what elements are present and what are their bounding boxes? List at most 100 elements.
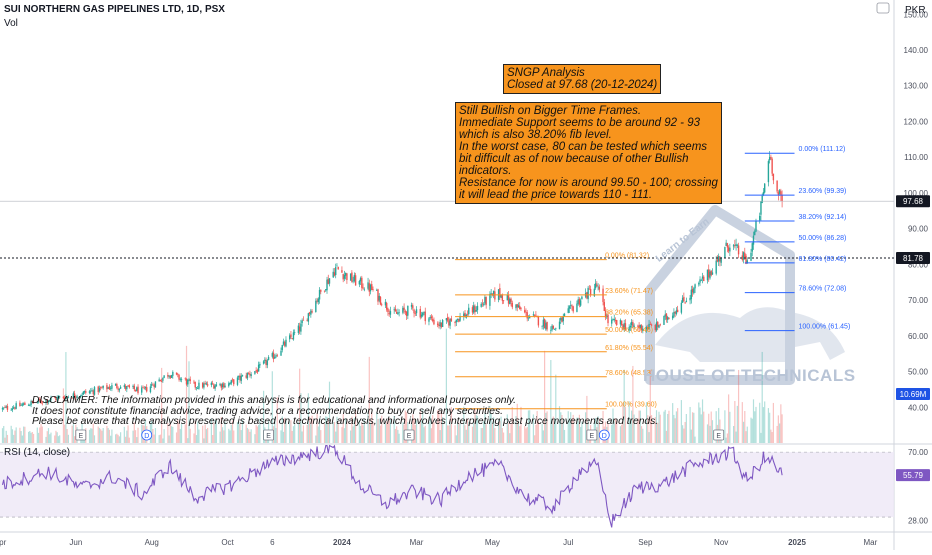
candle-body <box>482 304 485 306</box>
volume-bar <box>433 422 435 443</box>
volume-bar <box>193 433 195 443</box>
candle-body <box>280 350 282 356</box>
candle-body <box>146 387 148 392</box>
volume-bar <box>318 417 321 443</box>
candle-body <box>274 356 276 359</box>
volume-bar <box>194 421 196 443</box>
volume-indicator-label[interactable]: Vol <box>4 18 18 29</box>
price-tick-label: 50.00 <box>908 368 929 377</box>
candle-body <box>663 316 665 325</box>
volume-bar <box>525 428 527 443</box>
candle-body <box>433 319 435 325</box>
candle-body <box>709 271 711 279</box>
candle-body <box>770 156 772 159</box>
volume-bar <box>351 416 353 443</box>
volume-bar <box>445 328 447 443</box>
candle-body <box>419 308 421 318</box>
candle-body <box>71 397 73 399</box>
volume-bar <box>645 402 648 443</box>
candle-body <box>367 282 369 289</box>
volume-bar <box>289 421 291 443</box>
candle-body <box>32 402 35 404</box>
volume-bar <box>371 412 373 443</box>
volume-bar <box>187 438 189 443</box>
volume-bar <box>684 422 686 443</box>
candle-body <box>57 396 60 398</box>
candle-body <box>337 266 339 270</box>
volume-bar <box>677 408 679 443</box>
candle-body <box>532 314 535 316</box>
candle-body <box>604 310 607 318</box>
candle-body <box>776 180 778 192</box>
dividend-marker <box>598 429 610 441</box>
candle-body <box>292 332 295 340</box>
rsi-indicator-label[interactable]: RSI (14, close) <box>4 447 71 458</box>
volume-bar <box>654 417 656 443</box>
volume-bar <box>663 411 665 443</box>
volume-bar <box>668 410 670 443</box>
candle-body <box>298 326 301 332</box>
candle-body <box>14 407 16 409</box>
candle-body <box>320 289 322 292</box>
candle-body <box>744 252 746 258</box>
volume-bar <box>699 407 701 443</box>
volume-bar <box>162 438 164 443</box>
volume-bar <box>769 412 771 443</box>
volume-bar <box>642 428 644 443</box>
volume-bar <box>484 413 486 443</box>
volume-bar <box>456 421 459 443</box>
candle-body <box>245 375 247 378</box>
volume-bar <box>724 410 726 443</box>
volume-bar <box>649 370 651 443</box>
volume-bar <box>439 430 441 443</box>
volume-bar <box>118 436 120 443</box>
volume-bar <box>703 411 705 443</box>
volume-bar <box>74 436 76 443</box>
analysis-line: Still Bullish on Bigger Time Frames. <box>459 105 642 117</box>
volume-bar <box>282 431 285 443</box>
volume-bar <box>100 429 102 443</box>
candle-body <box>336 265 338 267</box>
volume-bar <box>345 418 347 443</box>
candle-body <box>82 391 85 395</box>
candle-body <box>40 400 42 403</box>
candle-body <box>76 396 78 398</box>
candle-body <box>552 325 555 329</box>
candle-body <box>289 335 291 340</box>
candle-body <box>316 300 318 302</box>
volume-bar <box>387 423 389 443</box>
candle-body <box>100 387 102 388</box>
candle-body <box>537 316 540 326</box>
candle-body <box>576 303 578 312</box>
volume-bar <box>586 395 588 443</box>
volume-bar <box>49 434 51 443</box>
candle-body <box>228 383 230 387</box>
candle-body <box>563 313 566 317</box>
candle-body <box>659 324 661 326</box>
volume-bar <box>120 432 122 443</box>
candle-body <box>561 317 563 323</box>
volume-bar <box>276 397 278 443</box>
title-note[interactable]: SNGP Analysis Closed at 97.68 (20-12-2024… <box>503 64 662 94</box>
volume-bar <box>612 408 614 443</box>
volume-bar <box>637 418 639 443</box>
candle-body <box>378 295 380 301</box>
candle-body <box>736 245 739 246</box>
candle-body <box>223 383 225 388</box>
analysis-note[interactable]: Still Bullish on Bigger Time Frames. Imme… <box>455 102 722 204</box>
symbol-title[interactable]: SUI NORTHERN GAS PIPELINES LTD, 1D, PSX <box>4 4 225 15</box>
candle-body <box>489 293 491 306</box>
volume-bar <box>628 401 630 443</box>
volume-bar <box>3 425 5 443</box>
candle-body <box>21 404 24 406</box>
candle-body <box>448 320 450 326</box>
candle-body <box>507 295 510 304</box>
candle-body <box>509 298 511 305</box>
volume-bar <box>640 426 643 443</box>
candle-body <box>127 385 129 387</box>
fib-right-level-label: 38.20% (92.14) <box>799 214 847 221</box>
candle-body <box>568 306 571 309</box>
currency-label[interactable]: PKR <box>905 5 926 16</box>
candle-body <box>603 302 605 312</box>
